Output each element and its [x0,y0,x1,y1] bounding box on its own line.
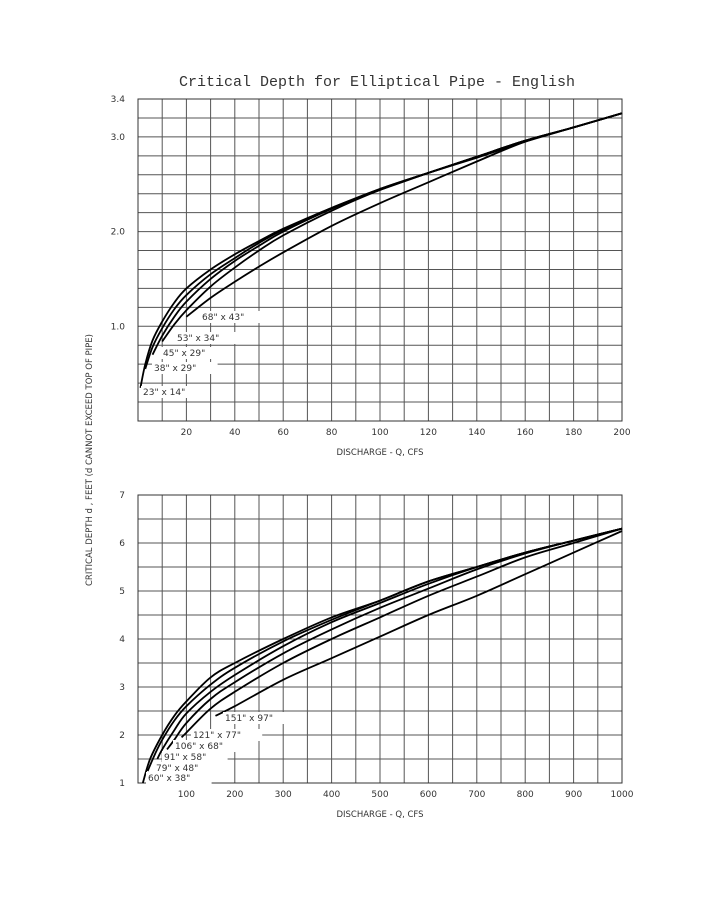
y-tick-label: 1 [119,779,125,789]
y-tick-label: 2.0 [111,228,126,238]
x-tick-label: 100 [371,428,388,438]
curve-label-background [175,332,241,344]
top-chart-y-ticks: 1.0 2.0 3.0 3.4 [111,95,126,332]
x-tick-label: 1000 [611,790,634,800]
x-tick-label: 200 [613,428,630,438]
x-tick-label: 120 [420,428,437,438]
curve-label: 121" x 77" [193,731,241,741]
x-tick-label: 900 [565,790,582,800]
curve-label-background [162,751,228,763]
x-tick-label: 300 [275,790,292,800]
curve-91x58 [156,527,623,760]
top-chart-grid [138,99,622,421]
curve-label-background [154,762,220,774]
y-tick-label: 4 [119,635,125,645]
y-tick-label: 5 [119,587,125,597]
curve-38x29 [144,112,623,370]
x-tick-label: 40 [229,428,241,438]
curve-label-background [223,712,295,724]
bottom-chart-frame [137,494,623,784]
curve-label: 23" x 14" [143,388,185,398]
x-tick-label: 600 [420,790,437,800]
bottom-chart-x-axis-label: DISCHARGE - Q, CFS [336,810,423,820]
top-chart-curves [139,112,623,389]
curve-label-background [191,729,263,741]
top-chart-frame [137,98,623,422]
y-tick-label: 3.0 [111,133,126,143]
curve-label: 151" x 97" [225,714,273,724]
x-tick-label: 500 [371,790,388,800]
curve-23x14 [139,112,623,389]
top-chart-x-axis-label: DISCHARGE - Q, CFS [336,448,423,458]
chart-title: Critical Depth for Elliptical Pipe - Eng… [179,74,575,91]
curve-label: 60" x 38" [148,774,190,784]
curve-label-background [141,386,207,398]
y-tick-label: 2 [119,731,125,741]
y-tick-label: 7 [119,491,125,501]
y-axis-label: CRITICAL DEPTH d , FEET (d CANNOT EXCEED… [85,334,95,586]
x-tick-label: 140 [468,428,485,438]
curve-121x77 [180,527,623,739]
x-tick-label: 400 [323,790,340,800]
bottom-chart-curve-labels: 60" x 38"79" x 48"91" x 58"106" x 68"121… [146,712,295,784]
curve-53x34 [161,112,623,342]
curve-label-background [173,740,245,752]
y-tick-label: 3.4 [111,95,126,105]
top-chart-curve-labels: 23" x 14" 38" x 29" 45" x 29" 53" x 34" 68" … [141,311,266,398]
curve-label: 68" x 43" [202,313,244,323]
curve-label: 106" x 68" [175,742,223,752]
top-chart-x-ticks: 20 40 60 80 100 120 140 160 180 200 [181,428,631,438]
curve-151x97 [215,530,623,717]
bottom-chart-x-ticks: 100 200 300 400 500 600 700 800 900 1000 [178,790,634,800]
bottom-chart-y-ticks: 1 2 3 4 5 6 7 [119,491,125,789]
x-tick-label: 100 [178,790,195,800]
x-tick-label: 160 [517,428,534,438]
curve-label: 91" x 58" [164,753,206,763]
curve-label-background [146,772,212,784]
x-tick-label: 20 [181,428,193,438]
curve-label: 53" x 34" [177,334,219,344]
curve-106x68 [166,527,623,750]
curve-68x43 [185,112,623,318]
y-tick-label: 1.0 [111,322,126,332]
curve-label: 79" x 48" [156,764,198,774]
y-tick-label: 6 [119,539,125,549]
curve-label: 38" x 29" [154,364,196,374]
x-tick-label: 80 [326,428,338,438]
y-tick-label: 3 [119,683,125,693]
x-tick-label: 180 [565,428,582,438]
curve-label-background [152,362,218,374]
curve-label: 45" x 29" [163,349,205,359]
x-tick-label: 800 [517,790,534,800]
bottom-chart-curves [141,527,623,784]
x-tick-label: 200 [226,790,243,800]
x-tick-label: 700 [468,790,485,800]
curve-label-background [200,311,266,323]
x-tick-label: 60 [277,428,289,438]
curve-label-background [161,347,227,359]
